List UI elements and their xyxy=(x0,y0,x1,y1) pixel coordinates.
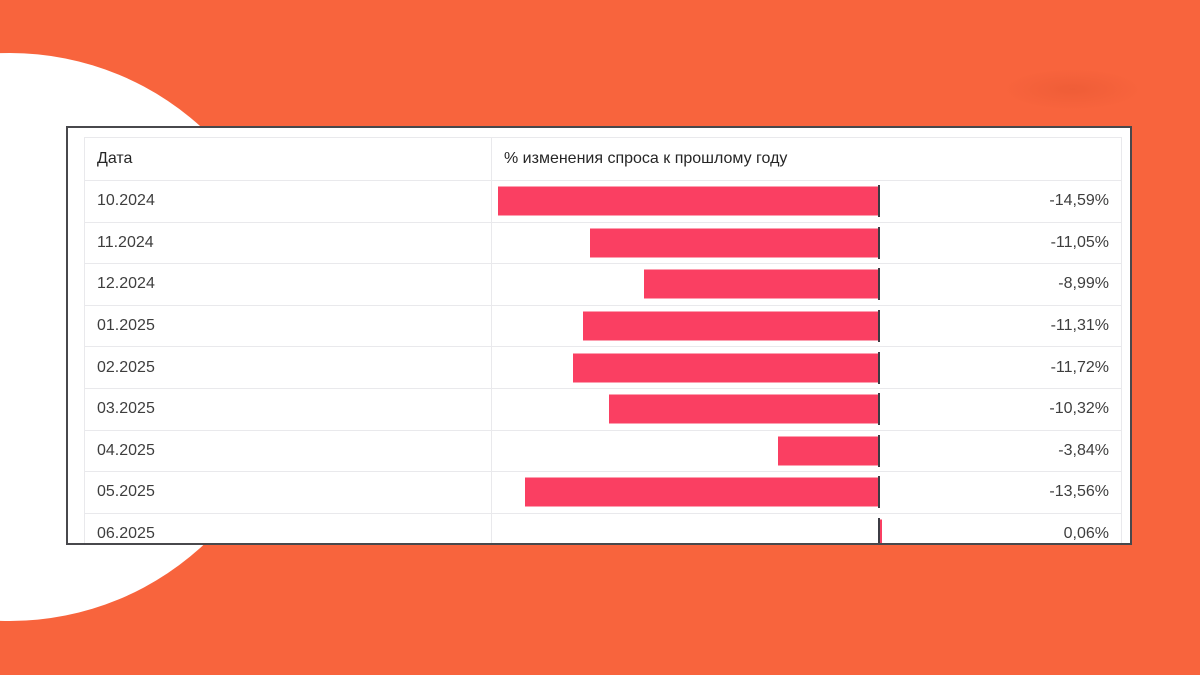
date-cell: 04.2025 xyxy=(97,441,155,459)
value-label: -14,59% xyxy=(1049,192,1109,210)
change-bar xyxy=(778,436,878,466)
baseline-tick xyxy=(878,434,880,467)
value-label: -13,56% xyxy=(1049,483,1109,501)
baseline-tick xyxy=(878,476,880,509)
chart-cell: -11,72% xyxy=(491,347,1121,388)
table-body: 10.2024 -14,59% 11.2024 -11,05% 12.2024 … xyxy=(85,180,1121,543)
table-row: 10.2024 -14,59% xyxy=(85,180,1121,222)
value-label: -8,99% xyxy=(1058,275,1109,293)
date-cell: 03.2025 xyxy=(97,400,155,418)
chart-cell: -3,84% xyxy=(491,430,1121,472)
baseline-tick xyxy=(878,518,880,543)
table-row: 03.2025 -10,32% xyxy=(85,387,1121,430)
watermark-smudge xyxy=(980,62,1165,117)
date-cell: 06.2025 xyxy=(97,525,155,543)
chart-cell: -13,56% xyxy=(491,472,1121,513)
baseline-tick xyxy=(878,393,880,426)
baseline-tick xyxy=(878,351,880,384)
value-label: -11,72% xyxy=(1050,358,1109,376)
table-row: 12.2024 -8,99% xyxy=(85,263,1121,305)
baseline-tick xyxy=(878,185,880,218)
baseline-tick xyxy=(878,226,880,259)
table-row: 11.2024 -11,05% xyxy=(85,221,1121,264)
column-header-change: % изменения спроса к прошлому году xyxy=(491,138,1121,180)
column-header-date: Дата xyxy=(97,150,133,167)
change-bar xyxy=(583,311,878,341)
demand-table: Дата % изменения спроса к прошлому году … xyxy=(84,137,1122,543)
value-label: -10,32% xyxy=(1049,400,1109,418)
table-row: 02.2025 -11,72% xyxy=(85,346,1121,388)
change-bar xyxy=(572,353,878,383)
chart-cell: -11,31% xyxy=(491,305,1121,347)
baseline-tick xyxy=(878,310,880,343)
chart-cell: -8,99% xyxy=(491,264,1121,305)
change-bar xyxy=(880,519,882,543)
value-label: 0,06% xyxy=(1063,525,1109,543)
change-bar xyxy=(498,186,878,216)
chart-cell: -10,32% xyxy=(491,388,1121,430)
table-row: 04.2025 -3,84% xyxy=(85,429,1121,472)
chart-cell: -14,59% xyxy=(491,181,1121,222)
change-bar xyxy=(590,228,878,258)
date-cell: 12.2024 xyxy=(97,275,155,293)
value-label: -11,31% xyxy=(1050,317,1109,335)
change-bar xyxy=(643,269,878,299)
date-cell: 10.2024 xyxy=(97,192,155,210)
value-label: -3,84% xyxy=(1058,441,1109,459)
table-header-row: Дата % изменения спроса к прошлому году xyxy=(85,138,1121,180)
date-cell: 01.2025 xyxy=(97,317,155,335)
table-row: 01.2025 -11,31% xyxy=(85,304,1121,347)
table-row: 05.2025 -13,56% xyxy=(85,471,1121,513)
chart-cell: 0,06% xyxy=(491,513,1121,543)
change-bar xyxy=(524,477,878,507)
demand-change-card: Дата % изменения спроса к прошлому году … xyxy=(66,126,1132,545)
value-label: -11,05% xyxy=(1050,233,1109,251)
date-cell: 11.2024 xyxy=(97,233,154,251)
baseline-tick xyxy=(878,268,880,301)
chart-cell: -11,05% xyxy=(491,222,1121,264)
date-cell: 02.2025 xyxy=(97,358,155,376)
date-cell: 05.2025 xyxy=(97,483,155,501)
change-bar xyxy=(609,394,878,424)
table-row: 06.2025 0,06% xyxy=(85,512,1121,543)
